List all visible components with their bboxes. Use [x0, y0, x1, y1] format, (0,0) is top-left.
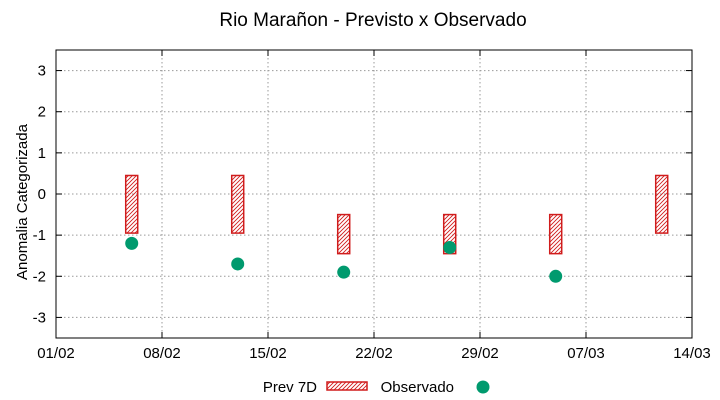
y-tick-label: -2	[33, 268, 46, 285]
series-layer	[124, 174, 669, 283]
observed-point	[549, 269, 563, 283]
x-tick-label: 08/02	[143, 345, 181, 362]
forecast-range-bar	[654, 174, 669, 234]
x-tick-label: 01/02	[37, 345, 75, 362]
x-tick-label: 22/02	[355, 345, 393, 362]
y-tick-label: 1	[38, 145, 46, 162]
legend-swatch-prev	[326, 381, 368, 391]
observed-point	[231, 257, 245, 271]
y-tick-label: 0	[38, 186, 46, 203]
forecast-range-bar	[548, 213, 563, 255]
grid-lines	[56, 50, 692, 338]
x-tick-label: 14/03	[673, 345, 711, 362]
forecast-range-bar	[230, 174, 245, 234]
x-tick-label: 07/03	[567, 345, 605, 362]
observed-point	[443, 240, 457, 254]
observed-point	[337, 265, 351, 279]
y-tick-label: 2	[38, 104, 46, 121]
forecast-range-bar	[124, 174, 139, 234]
observed-point	[125, 236, 139, 250]
legend-label-observado: Observado	[381, 379, 454, 396]
x-axis: 01/02 08/02 15/02 22/02 29/02 07/03 14/03	[37, 50, 711, 362]
forecast-range-bar	[336, 213, 351, 255]
legend: Prev 7D Observado	[263, 379, 490, 396]
y-tick-label: 3	[38, 63, 46, 80]
legend-label-prev: Prev 7D	[263, 379, 317, 396]
y-tick-label: -3	[33, 309, 46, 326]
x-tick-label: 15/02	[249, 345, 287, 362]
y-tick-label: -1	[33, 227, 46, 244]
y-axis-label: Anomalia Categorizada	[14, 123, 31, 280]
y-axis: 3 2 1 0 -1 -2 -3	[33, 63, 692, 326]
x-tick-label: 29/02	[461, 345, 499, 362]
legend-marker-observado	[476, 380, 490, 394]
chart-title: Rio Marañon - Previsto x Observado	[219, 10, 526, 31]
